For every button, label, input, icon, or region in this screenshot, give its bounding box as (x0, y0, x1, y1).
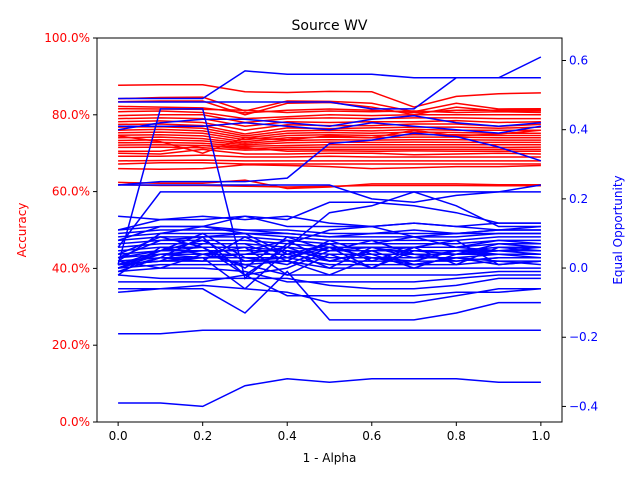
accuracy-series-line-9 (118, 123, 541, 135)
x-tick-label: 0.2 (193, 429, 212, 443)
fairness-series-line-6 (118, 267, 541, 283)
right-y-tick-label: −0.2 (569, 330, 598, 344)
fairness-series-line-3 (118, 284, 541, 304)
accuracy-series-line-13 (118, 134, 541, 143)
fairness-series-line-37 (118, 132, 542, 186)
fairness-series-line-5 (118, 274, 541, 290)
fairness-series-line-2 (118, 270, 541, 321)
fairness-series-line-30 (117, 239, 541, 269)
fairness-series-line-29 (117, 232, 541, 259)
right-y-tick-label: −0.4 (569, 399, 598, 413)
fairness-series-line-38 (118, 184, 542, 204)
accuracy-series-line-20 (118, 144, 541, 153)
fairness-series-line-42 (118, 56, 542, 110)
fairness-series-line-34 (117, 215, 541, 231)
x-tick-label: 0.0 (109, 429, 128, 443)
fairness-series-line-19 (117, 225, 541, 262)
left-y-tick-label: 100.0% (44, 31, 90, 45)
x-tick-label: 1.0 (531, 429, 550, 443)
accuracy-series-line-24 (118, 162, 541, 165)
plot-frame (96, 37, 563, 423)
fairness-series-line-43 (117, 191, 541, 248)
accuracy-series-line-6 (118, 114, 541, 124)
fairness-series-line-4 (118, 274, 541, 297)
accuracy-series-line-3 (118, 105, 541, 114)
left-y-tick-label: 60.0% (52, 185, 90, 199)
fairness-series-line-1 (118, 329, 541, 335)
right-y-tick-label: 0.4 (569, 123, 588, 137)
accuracy-series-line-22 (118, 154, 541, 158)
accuracy-series-line-19 (117, 129, 541, 154)
accuracy-series-line-21 (118, 148, 541, 156)
accuracy-series-line-11 (118, 128, 541, 139)
right-y-axis-label: Equal Opportunity (611, 175, 625, 284)
fairness-series-line-31 (117, 236, 541, 273)
accuracy-series-line-25 (118, 163, 541, 171)
fairness-series-line-33 (118, 191, 541, 266)
left-y-tick-label: 20.0% (52, 338, 90, 352)
accuracy-series-line-26 (118, 179, 541, 190)
accuracy-series-line-23 (118, 159, 541, 162)
accuracy-series-line-16 (118, 141, 541, 148)
left-y-tick-label: 0.0% (60, 415, 91, 429)
left-y-axis-label: Accuracy (15, 203, 29, 258)
accuracy-series-line-17 (118, 144, 541, 150)
fairness-series-line-32 (117, 201, 541, 242)
right-y-tick-label: 0.0 (569, 261, 588, 275)
x-tick-label: 0.6 (362, 429, 381, 443)
right-y-tick-label: 0.2 (569, 192, 588, 206)
fairness-series-line-0 (118, 378, 541, 408)
left-y-tick-label: 40.0% (52, 261, 90, 275)
axis-ticks: 0.0 0.2 0.4 0.6 0.8 1.0 0.0% 20.0% 40.0% 60.0% 80.… (44, 31, 598, 443)
chart-title: Source WV (292, 18, 368, 34)
x-tick-label: 0.4 (278, 429, 297, 443)
fairness-series-line-9 (118, 256, 541, 266)
plot-lines (117, 56, 542, 408)
fairness-series-line-35 (118, 215, 541, 238)
accuracy-series-line-5 (118, 110, 541, 120)
right-y-tick-label: 0.6 (569, 53, 588, 67)
fairness-series-line-39 (118, 122, 542, 134)
fairness-series-line-11 (118, 250, 541, 259)
accuracy-series-line-15 (118, 139, 541, 146)
left-y-tick-label: 80.0% (52, 108, 90, 122)
x-tick-label: 0.8 (447, 429, 466, 443)
x-axis-label: 1 - Alpha (303, 451, 357, 465)
fairness-series-line-27 (117, 246, 541, 290)
accuracy-series-line-7 (118, 117, 541, 128)
fairness-series-line-25 (117, 236, 541, 269)
fairness-series-line-36 (117, 108, 541, 280)
fairness-series-line-40 (117, 115, 541, 131)
accuracy-series-line-0 (118, 84, 541, 108)
